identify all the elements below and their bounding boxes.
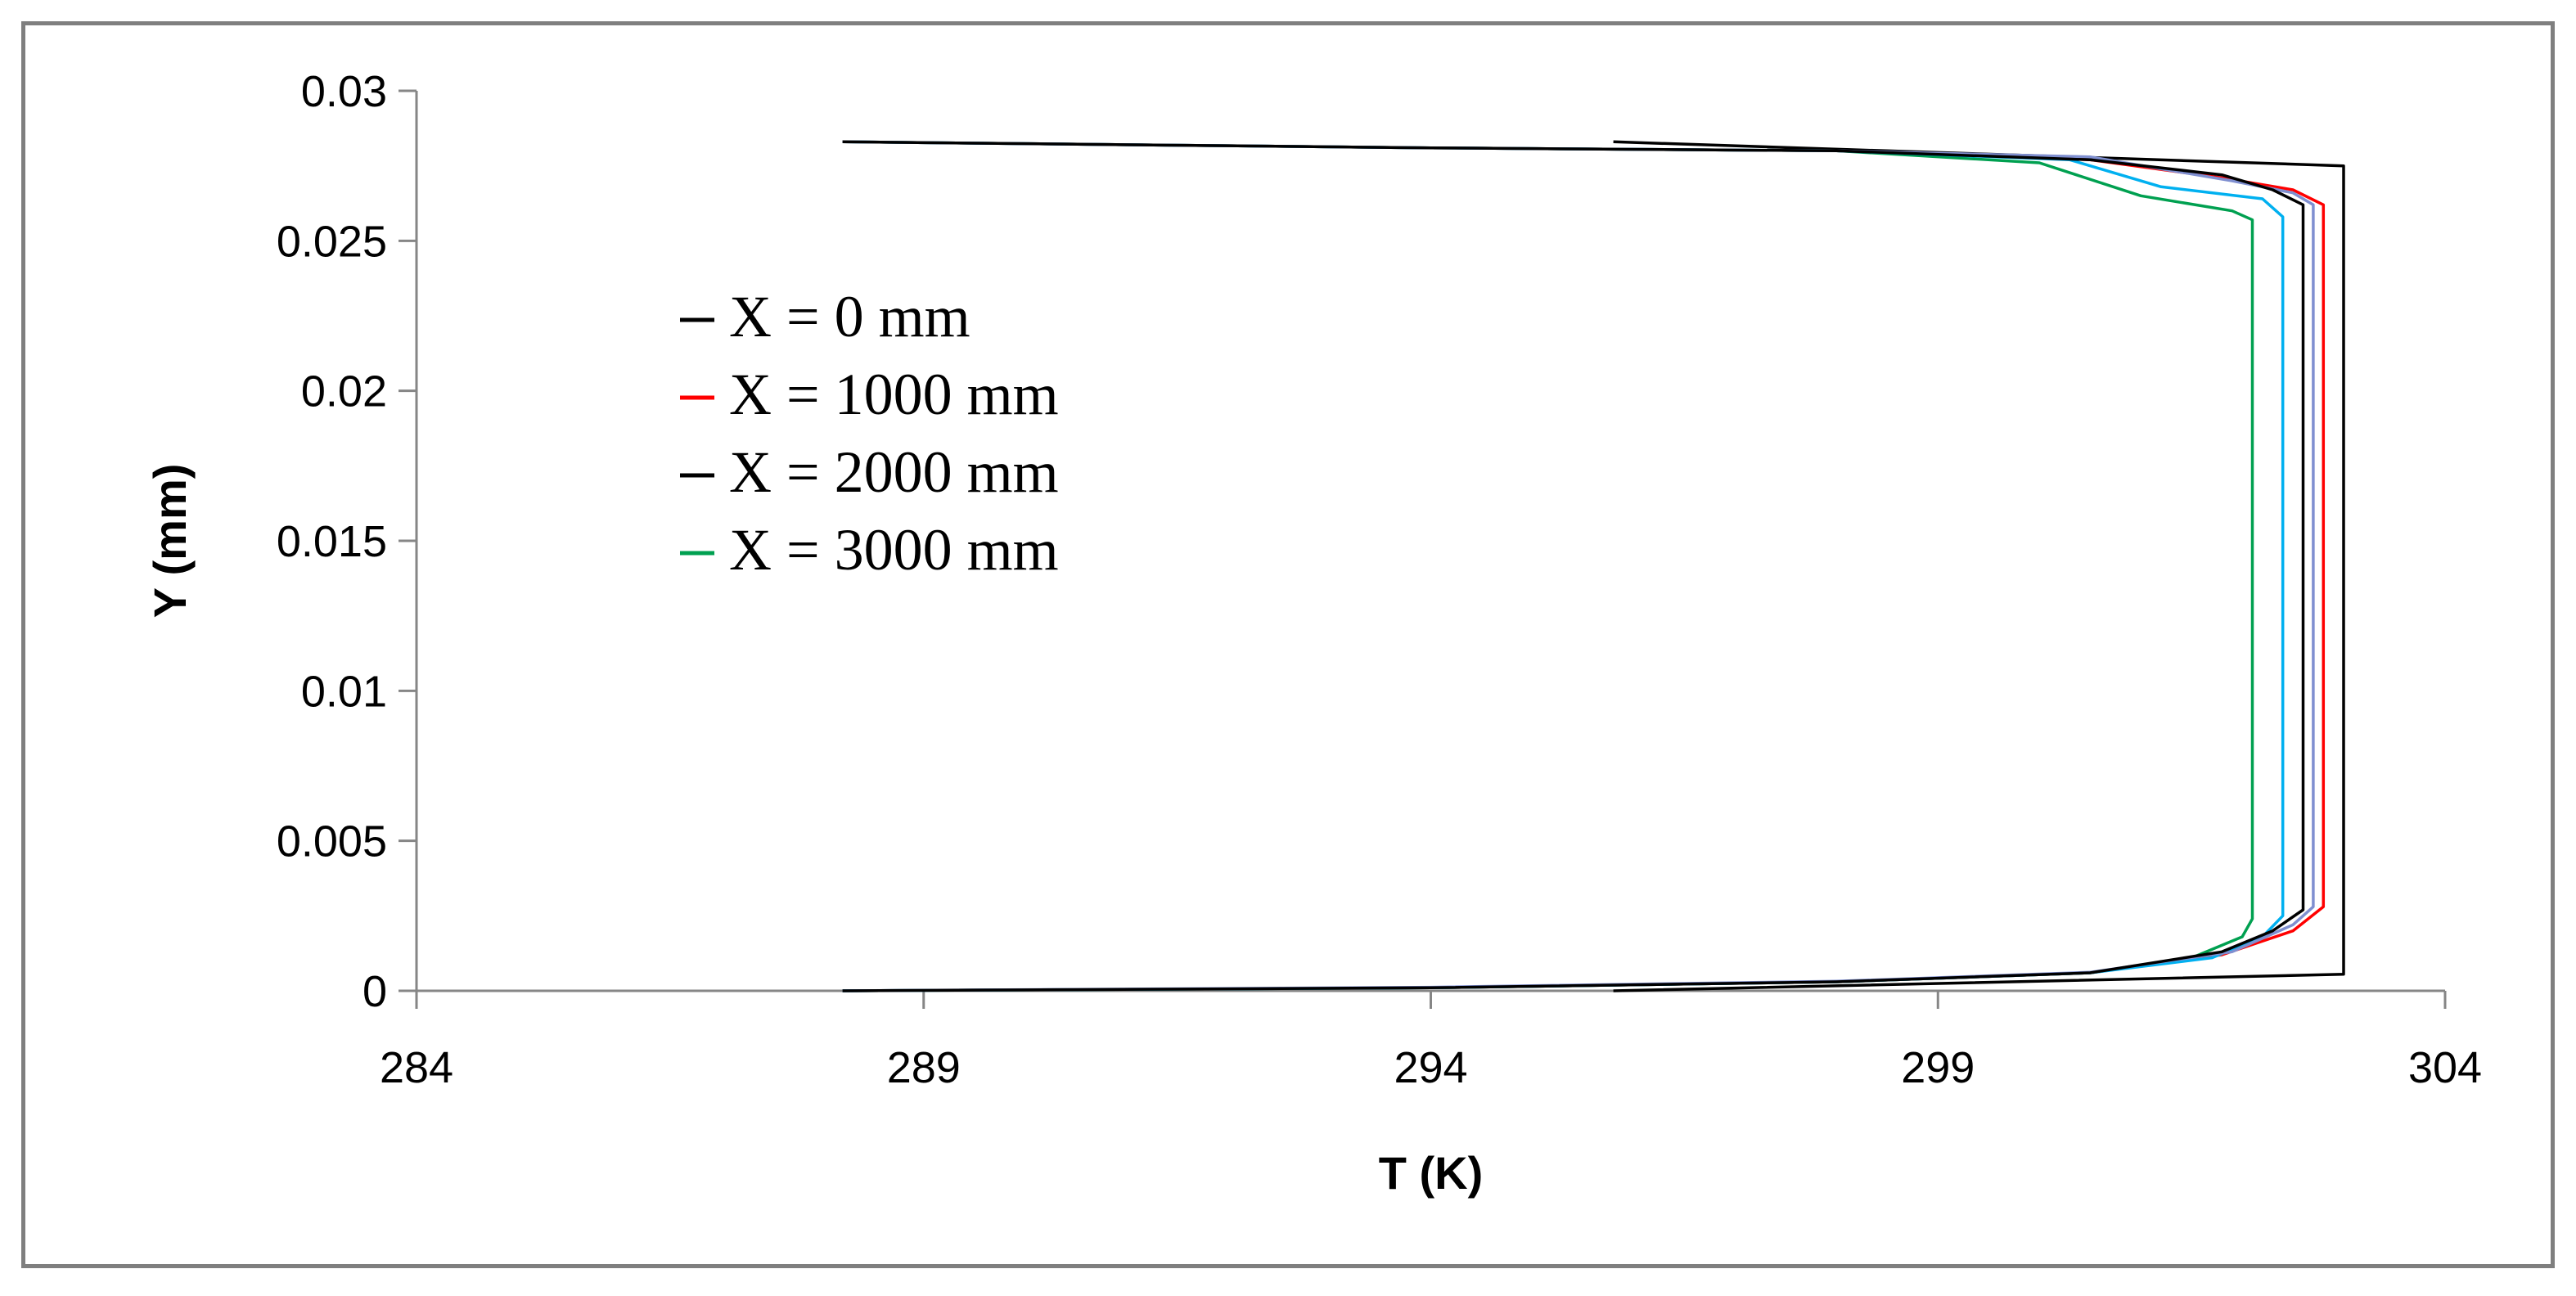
chart-frame: 0 0.005 0.01 0.015 0.02 0.025 0.03 284 289 294 299… <box>21 21 2555 1268</box>
series-line-2 <box>842 140 2305 992</box>
y-tick-label: 0.01 <box>301 667 387 716</box>
y-tick-label: 0 <box>363 967 387 1016</box>
x-tick-label: 299 <box>1901 1043 1975 1092</box>
y-tick-label: 0.025 <box>277 217 387 266</box>
legend-label-0: X = 0 mm <box>729 284 971 349</box>
x-tick-label: 294 <box>1394 1043 1467 1092</box>
legend-label-1: X = 1000 mm <box>729 362 1059 427</box>
y-axis-title: Y (mm) <box>144 464 196 619</box>
chart-svg: 0 0.005 0.01 0.015 0.02 0.025 0.03 284 289 294 299… <box>144 67 2482 1199</box>
series-line-0 <box>1613 140 2345 992</box>
plot-layer: 0 0.005 0.01 0.015 0.02 0.025 0.03 284 289 294 299… <box>144 67 2482 1199</box>
x-axis-title: T (K) <box>1379 1147 1484 1199</box>
x-tick-label: 304 <box>2408 1043 2482 1092</box>
series-line-5 <box>842 140 2315 992</box>
x-tick-label: 284 <box>380 1043 453 1092</box>
series-line-1 <box>842 140 2326 992</box>
y-tick-label: 0.03 <box>301 67 387 116</box>
legend-label-3: X = 3000 mm <box>729 517 1059 583</box>
x-tick-label: 289 <box>887 1043 961 1092</box>
y-tick-label: 0.02 <box>301 367 387 416</box>
series-line-4 <box>842 140 2285 992</box>
y-tick-label: 0.005 <box>277 817 387 866</box>
y-tick-label: 0.015 <box>277 517 387 566</box>
legend-label-2: X = 2000 mm <box>729 439 1059 505</box>
